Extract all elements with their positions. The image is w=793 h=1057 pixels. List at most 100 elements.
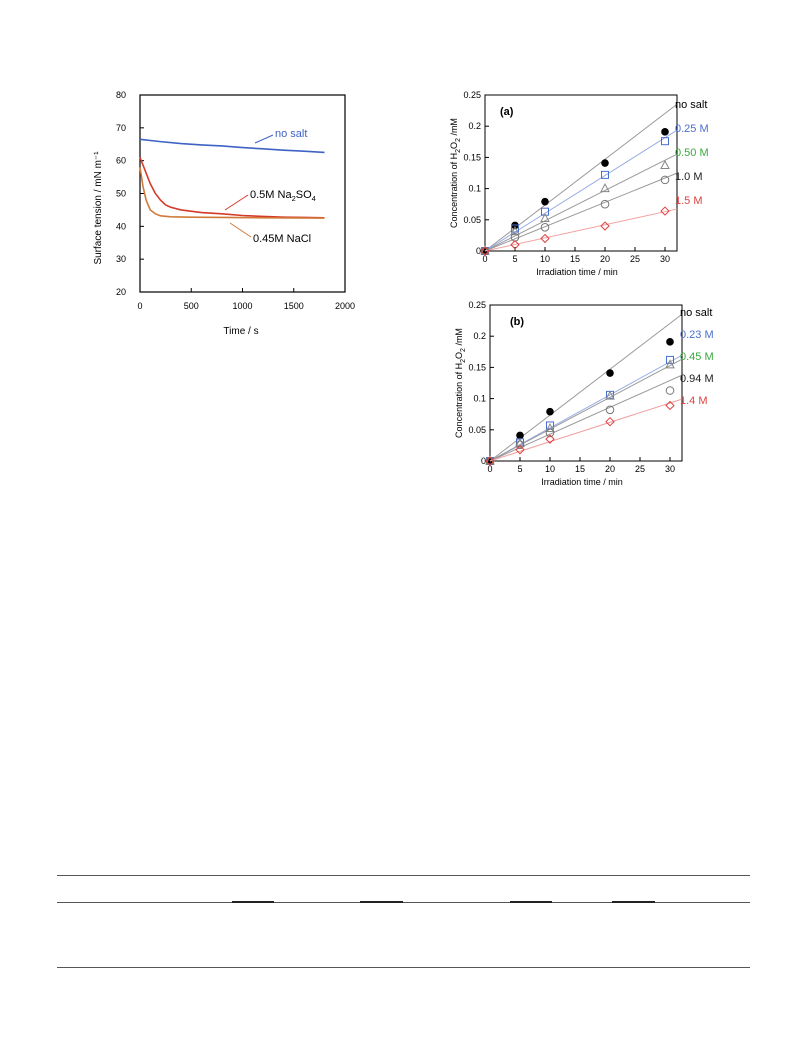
annotation-arrow xyxy=(224,194,249,211)
x-tick-label: 10 xyxy=(540,254,550,264)
h2o2-b-ylabel: Concentration of H2O2 /mM xyxy=(454,328,467,438)
x-tick-label: 30 xyxy=(665,464,675,474)
surface-tension-xlabel: Time / s xyxy=(223,326,258,337)
legend-entry: 0.45 M xyxy=(680,351,714,363)
fit-line xyxy=(484,172,678,252)
data-point xyxy=(660,206,670,216)
surface-tension-chart: 0 500 1000 1500 2000 20 30 40 50 60 70 80 Surface t… xyxy=(93,90,355,337)
data-point xyxy=(605,390,615,400)
legend-entry: no salt xyxy=(680,307,712,319)
data-point xyxy=(540,212,550,223)
y-tick-label: 0.2 xyxy=(473,331,486,341)
y-tick-label: 0.2 xyxy=(468,121,481,131)
x-tick-label: 2000 xyxy=(335,301,355,311)
x-tick-label: 0 xyxy=(482,254,487,264)
annotation-arrow xyxy=(254,134,274,144)
data-point xyxy=(540,222,550,232)
h2o2-chart-a: 0 5 10 15 20 25 30 0 0.05 0.1 0.15 0.2 0.25 no salt 0.… xyxy=(449,90,709,277)
x-tick-label: 20 xyxy=(605,464,615,474)
column-group-rule xyxy=(612,901,655,903)
table-bottom-rule xyxy=(57,967,750,968)
data-point xyxy=(666,338,674,346)
data-point xyxy=(605,405,615,415)
surface-tension-plot-area: 0 500 1000 1500 2000 20 30 40 50 60 70 80 xyxy=(116,90,355,311)
data-point xyxy=(600,199,610,209)
h2o2-b-plot-area: 0 5 10 15 20 25 30 0 0.05 0.1 0.15 0.2 0.25 no salt 0.… xyxy=(468,300,713,474)
panel-label-b: (b) xyxy=(510,316,524,328)
y-tick-label: 0 xyxy=(476,246,481,256)
data-point xyxy=(541,207,549,216)
fit-line xyxy=(484,208,678,252)
fit-line xyxy=(489,374,683,462)
series-line xyxy=(139,167,325,219)
data-point xyxy=(511,224,519,233)
y-tick-label: 0.25 xyxy=(463,90,481,100)
x-tick-label: 1500 xyxy=(284,301,304,311)
table-top-rule xyxy=(57,875,750,876)
annotation-nacl: 0.45M NaCl xyxy=(253,233,311,245)
h2o2-b-xlabel: Irradiation time / min xyxy=(541,477,623,487)
column-group-rule xyxy=(510,901,552,903)
series-line xyxy=(139,138,325,154)
h2o2-a-ylabel: Concentration of H2O2 /mM xyxy=(449,118,462,228)
annotation-na2so4: 0.5M Na2SO4 xyxy=(250,189,316,203)
data-point xyxy=(660,159,670,170)
y-tick-label: 0.1 xyxy=(468,184,481,194)
panel-label-a: (a) xyxy=(500,106,514,118)
x-tick-label: 1000 xyxy=(232,301,252,311)
legend-entry: 1.5 M xyxy=(675,195,703,207)
data-point xyxy=(485,456,495,466)
x-tick-label: 25 xyxy=(635,464,645,474)
data-point xyxy=(600,221,610,231)
data-point xyxy=(510,240,520,250)
data-point xyxy=(516,431,524,440)
column-group-rule xyxy=(232,901,274,903)
plot-frame xyxy=(489,304,683,462)
x-tick-label: 0 xyxy=(137,301,142,311)
data-point xyxy=(545,422,555,433)
fit-line xyxy=(484,153,678,252)
data-point xyxy=(510,226,520,236)
x-tick-label: 15 xyxy=(570,254,580,264)
data-point xyxy=(665,400,675,411)
data-point xyxy=(601,170,609,179)
x-tick-label: 10 xyxy=(545,464,555,474)
y-tick-label: 40 xyxy=(116,221,126,231)
y-tick-label: 0.05 xyxy=(463,215,481,225)
column-group-rule xyxy=(360,901,403,903)
data-point xyxy=(605,416,615,427)
annotation-no-salt: no salt xyxy=(275,128,307,140)
data-point xyxy=(661,128,669,136)
y-tick-label: 60 xyxy=(116,156,126,166)
y-tick-label: 80 xyxy=(116,90,126,100)
data-point xyxy=(660,175,670,185)
table-header-rule xyxy=(57,902,750,903)
h2o2-a-xlabel: Irradiation time / min xyxy=(536,267,618,277)
data-point xyxy=(606,369,614,377)
x-tick-label: 15 xyxy=(575,464,585,474)
y-tick-label: 30 xyxy=(116,254,126,264)
legend-entry: 0.25 M xyxy=(675,123,709,135)
annotation-arrow xyxy=(229,222,252,238)
data-point xyxy=(601,159,609,167)
data-point xyxy=(540,233,550,244)
data-point xyxy=(666,355,674,364)
y-tick-label: 20 xyxy=(116,287,126,297)
data-point xyxy=(541,197,549,206)
y-tick-label: 0 xyxy=(481,456,486,466)
data-point xyxy=(665,386,675,395)
x-tick-label: 500 xyxy=(184,301,199,311)
x-tick-label: 5 xyxy=(512,254,517,264)
x-tick-label: 0 xyxy=(487,464,492,474)
data-point xyxy=(515,445,525,455)
data-point xyxy=(515,440,525,450)
plot-frame xyxy=(484,94,678,252)
y-tick-label: 0.15 xyxy=(468,362,486,372)
h2o2-chart-b: 0 5 10 15 20 25 30 0 0.05 0.1 0.15 0.2 0.25 no salt 0.… xyxy=(454,300,714,487)
data-point xyxy=(661,137,669,146)
data-point xyxy=(545,434,555,444)
data-point xyxy=(600,183,610,193)
legend-entry: no salt xyxy=(675,99,707,111)
x-tick-label: 25 xyxy=(630,254,640,264)
data-point xyxy=(546,407,554,416)
